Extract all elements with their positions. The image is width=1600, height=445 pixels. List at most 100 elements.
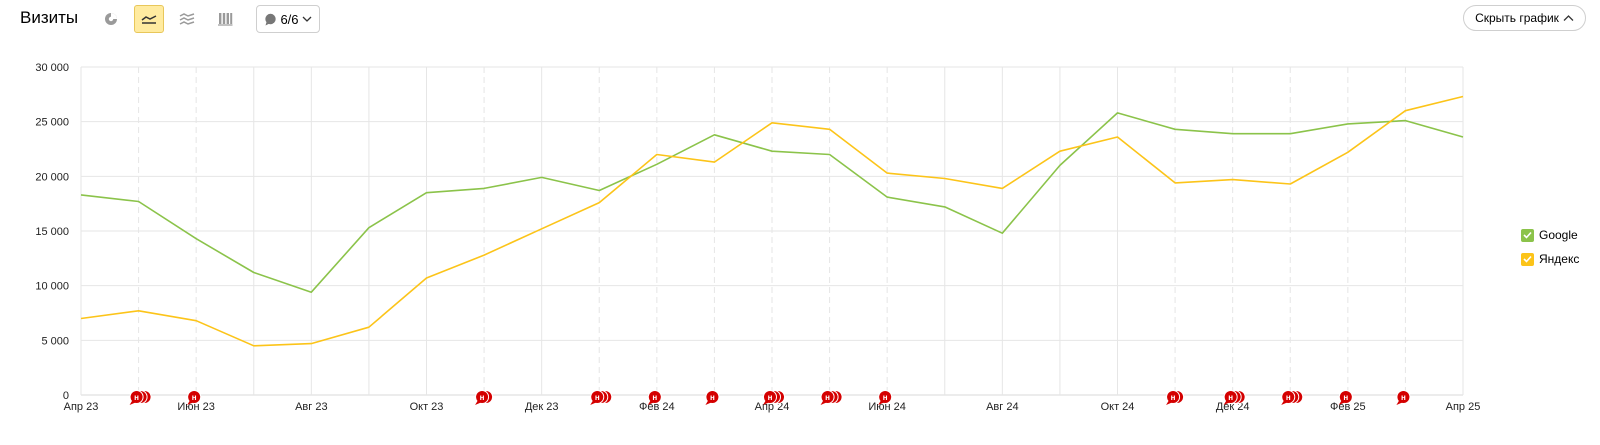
notes-count: 6/6 [280,11,299,27]
note-marker-group: н [1166,390,1185,405]
note-label: н [1401,393,1406,402]
note-label: н [710,393,715,402]
note-icon-tail [590,400,598,405]
note-icon-tail [129,400,137,405]
page-title: Визиты [20,8,79,27]
note-label: н [825,393,830,402]
note-icon [763,390,777,404]
note-label: н [595,393,600,402]
note-icon-tail [475,400,483,405]
x-tick-label: Апр 23 [64,401,99,413]
note-marker-group: н [1223,390,1246,405]
x-tick-label: Фев 24 [639,401,675,413]
note-icon-tail [1396,400,1404,405]
x-tick-label: Фев 25 [1330,401,1366,413]
note-marker-group: н [647,390,662,405]
note-marker-group: н [1338,390,1353,405]
note-icon-tail [1223,400,1231,405]
note-icon [187,390,202,404]
note-icon [475,390,490,404]
x-tick-label: Июн 23 [177,401,215,413]
x-tick-label: Апр 25 [1446,401,1481,413]
note-label: н [134,393,139,402]
note-icon-tail [1166,400,1174,405]
note-label: н [1286,393,1291,402]
notes-filter-button[interactable]: 6/6 [256,5,320,33]
pie-chart-icon [105,13,117,25]
x-tick-label: Авг 23 [295,401,327,413]
comment-icon [265,13,277,25]
note-icon-tail [878,400,886,405]
pie-chart-button[interactable] [96,5,126,33]
note-marker-group: н [187,390,202,405]
chart-toolbar: Визиты 6/6 [0,0,1600,40]
note-marker-group: н [878,390,893,405]
note-marker-group: н [475,390,494,405]
area-chart-button[interactable] [172,5,202,33]
legend-item-yandex[interactable]: Яндекс [1521,247,1579,271]
note-icon-tail [647,400,655,405]
note-icon-tail [1281,400,1289,405]
note-marker-group: н [129,390,152,405]
note-icon-tail [763,400,770,405]
hide-chart-button[interactable]: Скрыть график [1463,5,1586,31]
note-icon [1281,390,1296,404]
x-tick-label: Дек 24 [1216,401,1250,413]
y-tick-label: 30 000 [35,62,69,74]
note-icon [705,390,720,404]
note-marker-group: н [763,390,785,405]
note-icon [1166,390,1181,404]
note-label: н [768,393,773,402]
note-label: н [883,393,888,402]
chevron-up-icon [1563,15,1574,21]
x-tick-label: Июн 24 [868,401,906,413]
line-chart-button[interactable] [134,5,164,33]
note-icon [129,390,144,404]
y-tick-label: 25 000 [35,117,69,129]
y-tick-label: 0 [63,390,69,402]
x-tick-label: Окт 23 [410,401,444,413]
note-label: н [192,393,197,402]
x-tick-label: Апр 24 [755,401,790,413]
note-marker-group: н [705,390,720,405]
hide-chart-label: Скрыть график [1475,11,1559,25]
note-icon-tail [187,400,195,405]
note-label: н [480,393,485,402]
line-chart-icon [141,15,157,24]
x-tick-label: Авг 24 [986,401,1018,413]
note-label: н [1343,393,1348,402]
y-tick-label: 10 000 [35,281,69,293]
note-label: н [1171,393,1176,402]
note-icon [1338,390,1353,404]
note-icon [647,390,662,404]
note-marker-group: н [1281,390,1304,405]
legend-label: Яндекс [1539,252,1580,266]
note-label: н [1228,393,1233,402]
note-icon [878,390,893,404]
note-marker-group: н [590,390,613,405]
checkbox-checked-icon [1521,252,1534,266]
note-icon [590,390,605,404]
x-tick-label: Окт 24 [1101,401,1135,413]
chart-legend: Google Яндекс [1521,223,1579,271]
note-icon [820,390,835,404]
area-chart-icon [179,13,195,25]
legend-label: Google [1539,228,1578,242]
series-line-яндекс [80,95,1464,347]
note-icon [1396,390,1411,404]
note-icon-tail [705,400,713,405]
note-label: н [652,393,657,402]
y-tick-label: 5 000 [41,335,69,347]
checkbox-checked-icon [1521,228,1534,242]
note-icon-tail [1338,400,1346,405]
note-marker-group: н [820,390,843,405]
note-marker-group: н [1396,390,1411,405]
legend-item-google[interactable]: Google [1521,223,1579,247]
column-chart-button[interactable] [210,5,240,33]
note-icon [1223,390,1238,404]
chevron-down-icon [302,16,311,22]
series-line-google [80,112,1464,294]
y-tick-label: 20 000 [35,171,69,183]
note-icon-tail [820,400,828,405]
